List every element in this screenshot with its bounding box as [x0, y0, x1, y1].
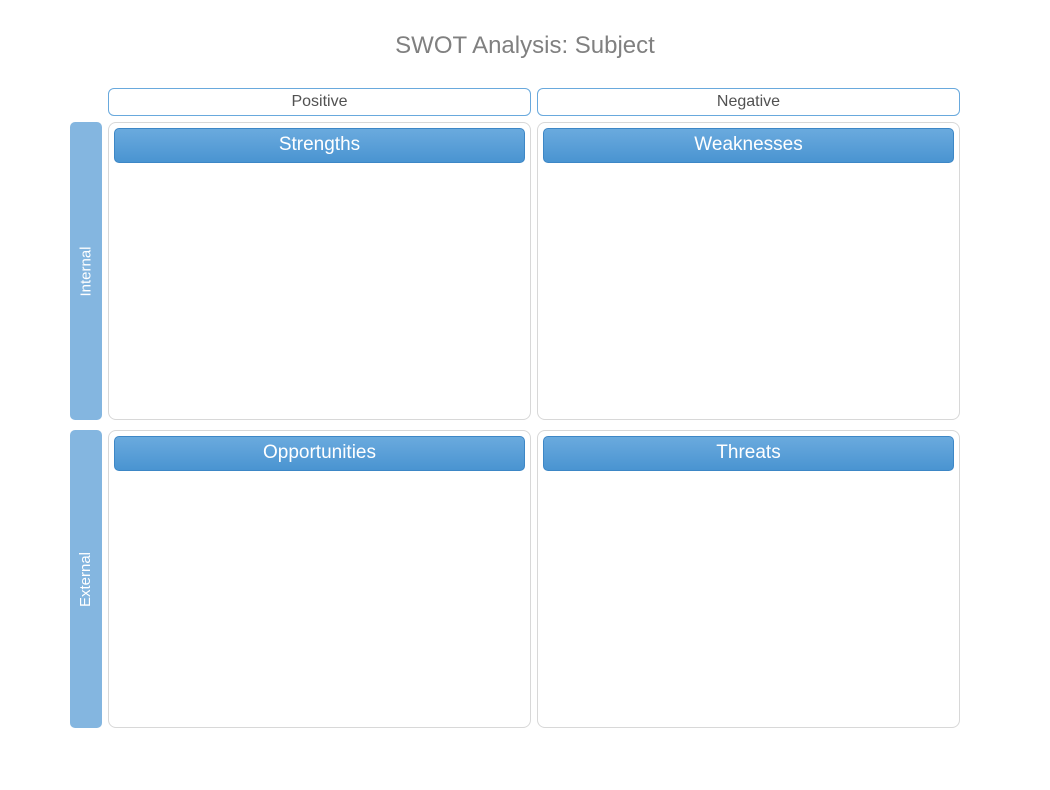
- quadrant-weaknesses: Weaknesses: [537, 122, 960, 420]
- quadrant-weaknesses-body: [543, 163, 954, 414]
- quadrant-threats: Threats: [537, 430, 960, 728]
- row-header-internal: Internal: [70, 122, 102, 420]
- quadrant-weaknesses-header: Weaknesses: [543, 128, 954, 163]
- swot-grid: Strengths Weaknesses Opportunities Threa…: [108, 122, 960, 728]
- row-header-external: External: [70, 430, 102, 728]
- quadrant-opportunities-header: Opportunities: [114, 436, 525, 471]
- quadrant-opportunities: Opportunities: [108, 430, 531, 728]
- quadrant-strengths-body: [114, 163, 525, 414]
- row-header-external-label: External: [78, 551, 95, 606]
- row-headers: Internal External: [70, 122, 102, 728]
- quadrant-threats-body: [543, 471, 954, 722]
- column-header-positive: Positive: [108, 88, 531, 116]
- grid-wrap: Internal External Strengths Weaknesses O…: [70, 122, 960, 728]
- quadrant-opportunities-body: [114, 471, 525, 722]
- row-header-internal-label: Internal: [78, 246, 95, 296]
- swot-container: Positive Negative Internal External Stre…: [70, 88, 960, 728]
- page-title: SWOT Analysis: Subject: [0, 0, 1050, 74]
- quadrant-threats-header: Threats: [543, 436, 954, 471]
- quadrant-strengths-header: Strengths: [114, 128, 525, 163]
- column-header-negative: Negative: [537, 88, 960, 116]
- quadrant-strengths: Strengths: [108, 122, 531, 420]
- column-headers: Positive Negative: [108, 88, 960, 116]
